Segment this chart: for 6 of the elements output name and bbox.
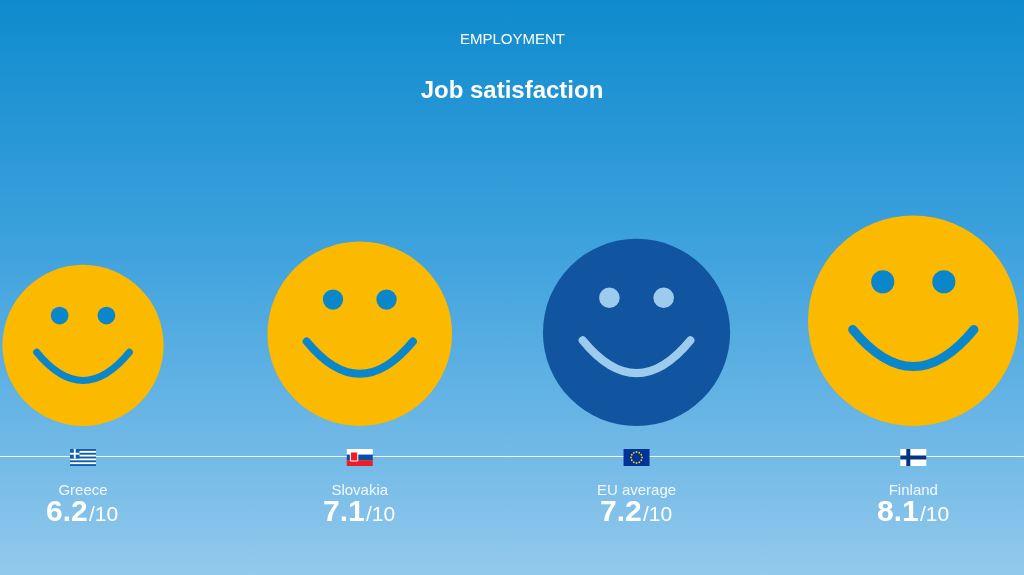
text: Job satisfaction <box>420 76 604 104</box>
text: /10 <box>366 502 396 525</box>
text: /10 <box>920 502 950 525</box>
text: EMPLOYMENT <box>460 30 566 47</box>
text: /10 <box>643 502 673 525</box>
text: /10 <box>89 502 119 525</box>
